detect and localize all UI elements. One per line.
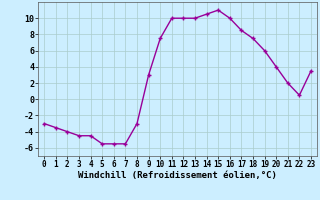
X-axis label: Windchill (Refroidissement éolien,°C): Windchill (Refroidissement éolien,°C): [78, 171, 277, 180]
